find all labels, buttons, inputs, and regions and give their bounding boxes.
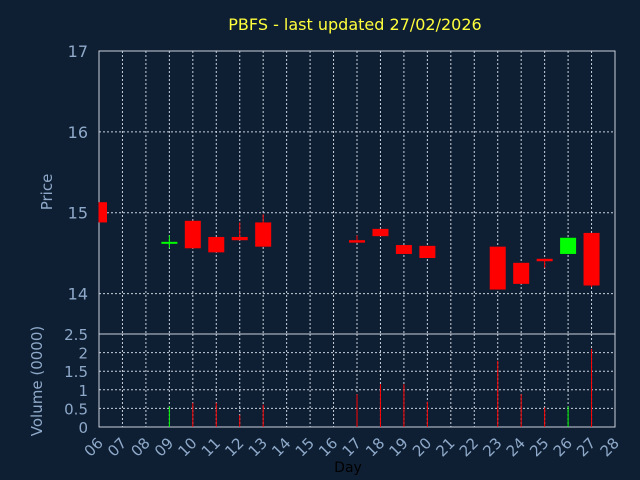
candle xyxy=(161,235,178,249)
day-tick-label: 20 xyxy=(409,434,435,460)
candle xyxy=(395,245,412,254)
candle-body xyxy=(349,240,365,243)
day-tick-label: 12 xyxy=(221,434,247,460)
candle xyxy=(536,258,553,268)
candle xyxy=(184,220,201,249)
day-tick-label: 22 xyxy=(456,434,482,460)
day-tick-label: 14 xyxy=(268,434,294,460)
candle-body xyxy=(419,245,436,258)
volume-tick-label: 2 xyxy=(78,345,88,363)
day-tick-label: 08 xyxy=(128,434,154,460)
day-tick-label: 19 xyxy=(386,434,412,460)
candle-body xyxy=(255,222,272,247)
candle xyxy=(208,236,225,253)
day-tick-label: 07 xyxy=(104,434,130,460)
volume-bars xyxy=(168,348,593,427)
candle xyxy=(231,222,248,241)
candle-body xyxy=(208,236,225,253)
day-tick-label: 16 xyxy=(315,434,341,460)
candle xyxy=(560,237,577,254)
day-tick-label: 11 xyxy=(198,434,224,460)
candle-body xyxy=(231,236,248,241)
day-tick-label: 15 xyxy=(292,434,318,460)
candle xyxy=(419,245,436,258)
day-tick-label: 25 xyxy=(526,434,552,460)
day-tick-label: 13 xyxy=(245,434,271,460)
candle xyxy=(583,232,600,288)
candle-body xyxy=(513,262,530,284)
day-tick-label: 27 xyxy=(573,434,599,460)
candle-body xyxy=(99,202,107,223)
candle xyxy=(513,262,530,284)
day-tick-label: 18 xyxy=(362,434,388,460)
volume-tick-label: 2.5 xyxy=(64,326,88,344)
volume-tick-labels: 00.511.522.5 xyxy=(64,326,88,437)
volume-tick-label: 1.5 xyxy=(64,363,88,381)
candle-body xyxy=(583,232,600,286)
day-tick-labels: 0607080910111213141516171819202122232425… xyxy=(81,434,623,460)
day-tick-label: 23 xyxy=(479,434,505,460)
price-tick-labels: 14 15 16 17 xyxy=(68,42,88,304)
price-tick-label: 15 xyxy=(68,204,88,223)
candle xyxy=(349,235,365,243)
day-tick-label: 21 xyxy=(432,434,458,460)
day-tick-label: 17 xyxy=(339,434,365,460)
price-tick-label: 16 xyxy=(68,123,88,142)
price-tick-label: 17 xyxy=(68,42,88,61)
candles xyxy=(98,202,600,290)
volume-tick-label: 1 xyxy=(78,382,88,400)
day-tick-label: 09 xyxy=(151,434,177,460)
candle xyxy=(98,202,107,223)
day-tick-label: 06 xyxy=(81,434,107,460)
day-tick-label: 10 xyxy=(174,434,200,460)
candle-body xyxy=(395,245,412,254)
volume-axis-label: Volume (0000) xyxy=(28,326,46,436)
candle-body xyxy=(560,237,577,254)
price-tick-label: 14 xyxy=(68,285,88,304)
volume-tick-label: 0.5 xyxy=(64,400,88,418)
price-axis-label: Price xyxy=(38,174,56,211)
candle-body xyxy=(372,228,389,237)
chart-title: PBFS - last updated 27/02/2026 xyxy=(228,15,481,34)
candle-body xyxy=(161,241,178,244)
candle xyxy=(255,214,272,247)
candle-body xyxy=(536,258,553,262)
candle-body xyxy=(489,246,506,290)
day-tick-label: 26 xyxy=(550,434,576,460)
x-axis-label: Day xyxy=(334,460,362,476)
day-tick-label: 24 xyxy=(503,434,529,460)
candle xyxy=(372,228,389,237)
volume-tick-label: 0 xyxy=(78,419,88,437)
candle-body xyxy=(184,220,201,249)
candle xyxy=(489,246,506,290)
day-tick-label: 28 xyxy=(597,434,623,460)
